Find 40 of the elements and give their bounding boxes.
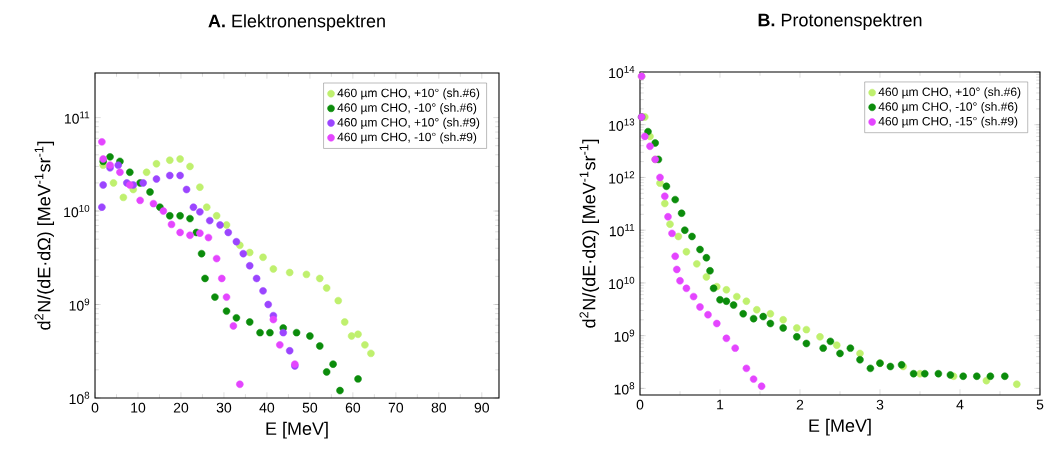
x-tick-label: 0	[636, 399, 644, 410]
legend-label: 460 µm CHO, -10° (sh.#6)	[878, 101, 1018, 114]
x-tick-label: 4	[956, 399, 964, 410]
legend-label: 460 µm CHO, +10° (sh.#6)	[878, 87, 1021, 99]
x-tick-label: 0	[91, 402, 99, 413]
x-tick-label: 90	[474, 402, 490, 413]
x-tick-label: 10	[131, 402, 146, 413]
x-tick-label: 5	[1036, 399, 1044, 410]
x-tick-label: 2	[796, 399, 804, 410]
legend-label: 460 µm CHO, -15° (sh.#9)	[878, 116, 1018, 128]
y-tick-label: 10$^{12}$	[609, 171, 635, 184]
legend-label: 460 µm CHO, -10° (sh.#6)	[337, 103, 477, 115]
y-tick-label: 10$^{8}$	[614, 382, 635, 395]
y-tick-label: 10$^{13}$	[609, 118, 635, 131]
y-axis-title: d$^{2}$N/(dE·dΩ) [MeV$^{-1}$sr$^{-1}$]	[579, 139, 599, 328]
y-tick-label: 10$^{10}$	[64, 204, 90, 218]
x-tick-label: 40	[259, 402, 275, 413]
x-tick-label: 50	[302, 402, 318, 413]
x-tick-label: 20	[173, 402, 189, 413]
x-tick-label: 30	[216, 402, 232, 413]
x-tick-label: 60	[345, 402, 361, 413]
y-axis-title: d$^{2}$N/(dE·dΩ) [MeV$^{-1}$sr$^{-1}$]	[34, 141, 55, 330]
legend-label: 460 µm CHO, +10° (sh.#9)	[337, 117, 480, 129]
y-tick-label: 10$^{9}$	[69, 298, 90, 311]
y-tick-label: 10$^{9}$	[614, 329, 635, 342]
x-tick-label: 1	[717, 399, 724, 410]
x-axis-title: E [MeV]	[266, 421, 328, 439]
x-tick-label: 3	[876, 399, 884, 410]
y-tick-label: 10$^{14}$	[609, 65, 635, 79]
x-tick-label: 70	[388, 402, 404, 413]
y-tick-label: 10$^{11}$	[609, 224, 635, 237]
x-tick-label: 80	[431, 402, 447, 413]
legend-label: 460 µm CHO, -10° (sh.#9)	[337, 132, 477, 144]
y-tick-label: 10$^{11}$	[64, 111, 90, 124]
chart-title: A. Elektronenspektren	[208, 14, 385, 31]
x-axis-title: E [MeV]	[809, 418, 871, 436]
chart-title: B. Protonenspektren	[758, 13, 922, 30]
y-tick-label: 10$^{10}$	[609, 276, 635, 290]
legend-label: 460 µm CHO, +10° (sh.#6)	[337, 88, 480, 100]
y-tick-label: 10$^{8}$	[69, 391, 90, 405]
